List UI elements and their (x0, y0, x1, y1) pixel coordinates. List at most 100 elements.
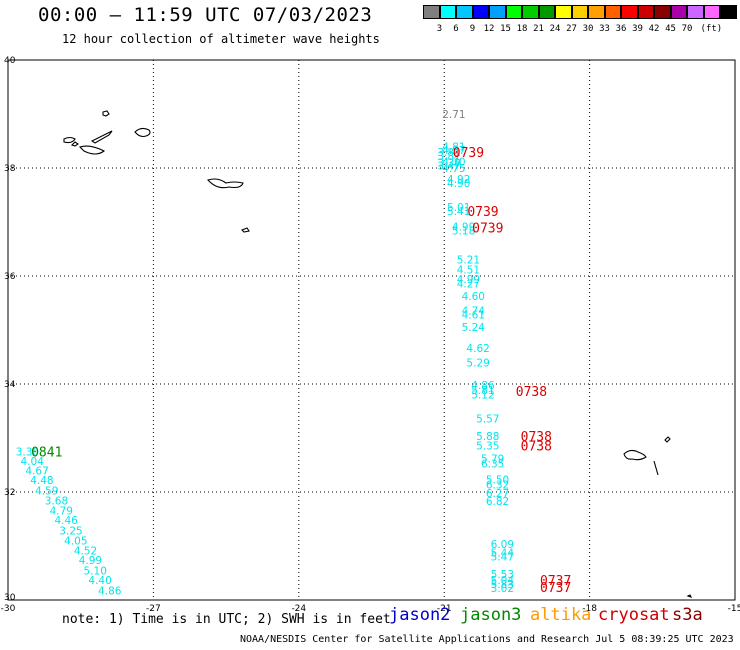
island-sao-jorge (90, 130, 113, 144)
swh-value: 4.62 (466, 343, 489, 355)
swh-value: 5.24 (462, 322, 486, 334)
swh-value: 3.47 (437, 160, 460, 172)
pass-time-label: 0739 (453, 146, 484, 161)
colorbar-label: 15 (500, 24, 511, 34)
swh-value: 5.21 (457, 254, 480, 266)
satellite-altika: altika (530, 605, 592, 625)
swh-value: 6.27 (486, 488, 509, 500)
y-tick-label: 36 (4, 272, 16, 282)
swh-value: 4.99 (79, 555, 102, 567)
swh-value: 4.86 (471, 380, 495, 392)
swh-value: 4.86 (98, 585, 122, 597)
plot-frame (7, 59, 736, 601)
swh-value: 5.18 (452, 226, 475, 238)
island-pico (78, 145, 106, 155)
colorbar-label: 36 (615, 24, 627, 34)
swh-value: 3.81 (437, 151, 460, 163)
island-sao-miguel (207, 178, 244, 189)
swh-value: 4.51 (457, 265, 480, 277)
swh-value: 6.35 (481, 458, 504, 470)
swh-value: 4.99 (457, 274, 480, 286)
colorbar-swatch (456, 5, 473, 19)
colorbar-swatch (505, 5, 522, 19)
colorbar-swatch (621, 5, 638, 19)
swh-value: 3.02 (491, 583, 514, 595)
swh-value: 5.44 (491, 547, 515, 559)
swh-value: 4.04 (21, 456, 45, 468)
swh-value: 5.12 (471, 389, 494, 401)
swh-value: 5.01 (447, 202, 470, 214)
swh-value: 2.71 (442, 109, 465, 121)
island-terceira (134, 127, 151, 138)
colorbar-swatch (654, 5, 671, 19)
swh-value: 5.83 (491, 579, 514, 591)
colorbar-label: 6 (453, 24, 459, 34)
axis-tick-labels: -30 -27 -24 -21 -18 -15 30 32 34 36 38 40 (1, 56, 740, 614)
swh-value: 4.05 (64, 536, 87, 548)
swh-value: 5.29 (466, 357, 489, 369)
x-tick-label: -15 (728, 604, 740, 614)
colorbar-swatch (538, 5, 555, 19)
colorbar-label: 70 (681, 24, 693, 34)
colorbar-swatch (439, 5, 456, 19)
colorbar-swatch (687, 5, 704, 19)
grid-lines (8, 60, 735, 600)
colorbar-swatch (571, 5, 588, 19)
colorbar-label: 9 (469, 24, 476, 34)
colorbar-swatch (720, 5, 737, 19)
swh-value: 4.70 (442, 157, 465, 169)
satellite-jason3: jason3 (460, 605, 522, 625)
colorbar-swatch (637, 5, 654, 19)
colorbar-swatch (423, 5, 440, 19)
colorbar-label: 42 (648, 24, 660, 34)
swh-value: 4.60 (462, 291, 485, 303)
colorbar-swatch (555, 5, 572, 19)
pass-time-label: 0738 (521, 430, 552, 445)
x-tick-label: -30 (1, 604, 16, 614)
x-tick-label: -27 (146, 604, 161, 614)
island-selvagens (686, 594, 693, 598)
y-tick-label: 34 (4, 380, 16, 390)
y-tick-label: 32 (4, 488, 15, 498)
colorbar-label: 27 (566, 24, 577, 34)
colorbar-label: 21 (533, 24, 544, 34)
swh-value: 4.90 (447, 178, 470, 190)
swh-value: 3.39 (437, 158, 460, 170)
pass-time-label: 0738 (521, 440, 552, 455)
island-flores (102, 110, 110, 117)
colorbar-label: 33 (599, 24, 610, 34)
island-graciosa (63, 136, 79, 147)
swh-value: 5.35 (476, 441, 499, 453)
colorbar-label: 24 (549, 24, 561, 34)
credit-footer: NOAA/NESDIS Center for Satellite Applica… (240, 634, 734, 645)
colorbar-swatch (588, 5, 605, 19)
y-tick-label: 40 (4, 56, 16, 66)
colorbar-swatch (472, 5, 489, 19)
swh-value: 5.81 (471, 385, 494, 397)
swh-value: 3.25 (59, 525, 82, 537)
swh-value: 5.79 (481, 454, 504, 466)
swh-value: 4.74 (462, 306, 486, 318)
swh-value: 4.75 (442, 163, 465, 175)
swh-value: 4.48 (30, 475, 53, 487)
swh-value: 4.46 (54, 515, 78, 527)
colorbar-swatch (703, 5, 720, 19)
colorbar-swatch (522, 5, 539, 19)
swh-value: 5.10 (84, 565, 107, 577)
swh-value: 5.57 (476, 414, 499, 426)
swh-value: 5.53 (491, 569, 514, 581)
swh-value: 4.79 (50, 505, 73, 517)
swh-value: 4.67 (25, 465, 48, 477)
swh-value: 4.61 (462, 309, 485, 321)
swh-value: 3.30 (16, 447, 39, 459)
swh-value: 6.09 (491, 539, 514, 551)
x-tick-label: -18 (582, 604, 597, 614)
pass-time-label: 0739 (467, 205, 498, 220)
swh-value: 3.81 (437, 147, 460, 159)
chart-subtitle: 12 hour collection of altimeter wave hei… (62, 32, 380, 46)
colorbar-label: 18 (516, 24, 528, 34)
swh-value: 4.81 (442, 141, 465, 153)
swh-value: 4.40 (88, 575, 111, 587)
pass-time-label: 0739 (472, 221, 503, 236)
